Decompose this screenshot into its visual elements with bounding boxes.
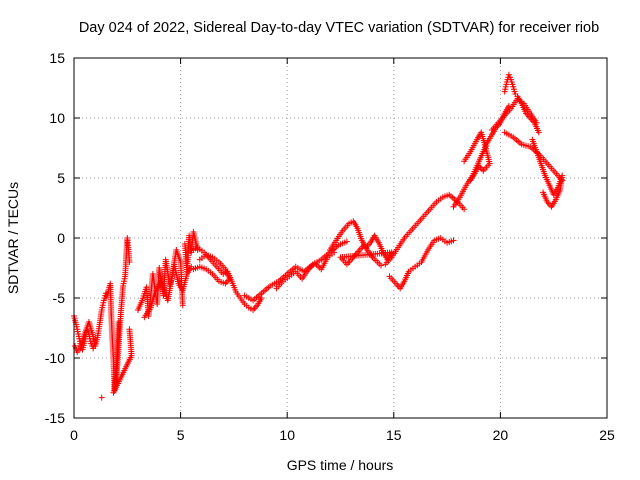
y-tick-label: 0 — [57, 230, 65, 246]
series-scatter-early — [98, 235, 135, 401]
y-tick-label: 15 — [49, 50, 65, 66]
data-point — [378, 262, 385, 269]
data-point — [540, 189, 547, 196]
data-point — [535, 129, 542, 136]
plot-frame — [73, 57, 608, 419]
data-point — [315, 263, 322, 270]
series-dense-band-3-5 — [134, 229, 201, 321]
x-tick-label: 25 — [599, 427, 615, 443]
series-cluster-12-15 — [326, 218, 395, 269]
series-band-20-21 — [488, 95, 540, 133]
axes: -15 -10 -5 0 5 10 15 0 5 10 15 20 25 — [45, 50, 615, 443]
chart-title: Day 024 of 2022, Sidereal Day-to-day VTE… — [79, 20, 599, 36]
grid — [74, 58, 607, 418]
data-point — [115, 319, 122, 325]
data-point — [450, 237, 457, 244]
data-point — [331, 249, 338, 256]
data-point — [343, 238, 350, 245]
x-tick-label: 15 — [386, 427, 402, 443]
data-point — [98, 394, 105, 401]
data-point — [110, 389, 117, 396]
data-point — [559, 177, 566, 184]
series-descent-21-23 — [529, 136, 566, 210]
x-tick-label: 20 — [493, 427, 509, 443]
series-arc-14-17 — [382, 191, 468, 268]
series-loop-18-20 — [461, 129, 493, 184]
data-point — [461, 206, 468, 213]
x-axis-label: GPS time / hours — [287, 457, 394, 473]
x-tick-label: 5 — [177, 427, 185, 443]
series-band-21-23 — [501, 129, 566, 184]
data-point — [533, 119, 540, 126]
data-point — [467, 177, 474, 184]
y-tick-label: 10 — [49, 110, 65, 126]
series-arc-early-b — [72, 290, 109, 355]
y-tick-label: -5 — [53, 290, 66, 306]
series-loop-15-17 — [386, 235, 457, 292]
y-tick-label: 5 — [57, 170, 65, 186]
data-point — [126, 259, 133, 265]
series-band-10-12 — [273, 249, 338, 292]
y-tick-label: -10 — [45, 350, 65, 366]
data-point — [196, 256, 203, 263]
data-points — [71, 71, 566, 401]
x-tick-label: 10 — [279, 427, 295, 443]
x-tick-label: 0 — [70, 427, 78, 443]
y-axis-label: SDTVAR / TECUs — [5, 182, 21, 294]
data-point — [179, 302, 186, 309]
y-tick-label: -15 — [45, 410, 65, 426]
series-loop-6-7 — [190, 251, 233, 287]
data-point — [313, 261, 320, 268]
